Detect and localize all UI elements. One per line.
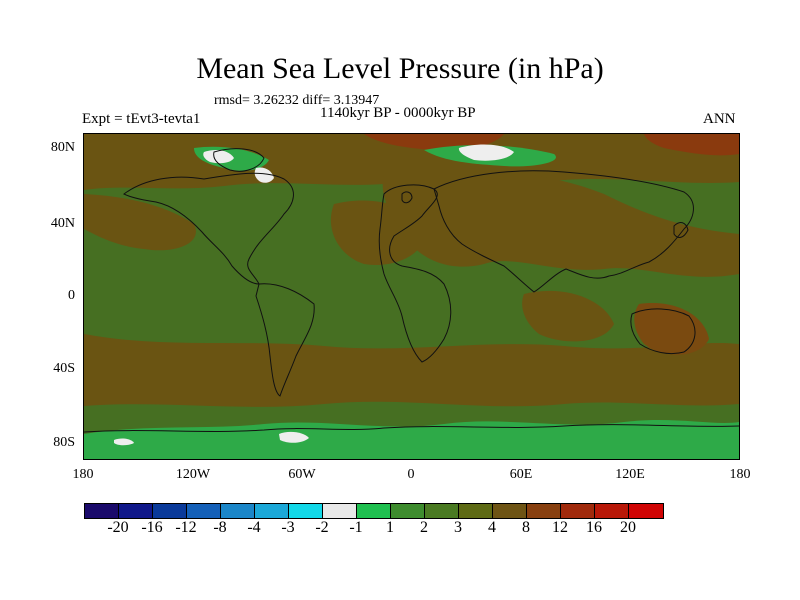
colorbar-swatch (85, 504, 119, 518)
arctic-red-patch-east (644, 134, 739, 156)
indian-ocean-high (522, 290, 614, 342)
canada-ice (203, 150, 234, 164)
south-ocean-band (84, 334, 739, 407)
antarctic-ice (279, 431, 309, 443)
colorbar-swatch (459, 504, 493, 518)
stats-text: rmsd= 3.26232 diff= 3.13947 (214, 93, 380, 108)
lat-label-0: 0 (68, 288, 75, 303)
colorbar-swatch (119, 504, 153, 518)
experiment-label: Expt = tEvt3-tevta1 (82, 111, 201, 127)
lon-label-120w: 120W (175, 467, 211, 482)
colorbar-label: 12 (552, 519, 568, 536)
colorbar-label: -8 (213, 519, 227, 536)
colorbar-label: -20 (107, 519, 129, 536)
colorbar-label: -3 (281, 519, 295, 536)
asia-coast (433, 170, 694, 293)
antarctic-ice-west (114, 438, 134, 446)
colorbar-label: 1 (386, 519, 394, 536)
period-subtitle: 1140kyr BP - 0000kyr BP (320, 105, 476, 121)
europe-africa-coast (378, 184, 452, 363)
colorbar-label: 4 (488, 519, 496, 536)
arctic-high-band (84, 134, 739, 190)
colorbar-swatch (289, 504, 323, 518)
lat-label-40s: 40S (53, 361, 75, 376)
north-pacific-high (84, 194, 196, 251)
coastlines (84, 148, 739, 433)
colorbar-swatch (493, 504, 527, 518)
colorbar (84, 503, 664, 519)
japan-coast (673, 222, 689, 238)
colorbar-label: -4 (247, 519, 261, 536)
colorbar-label: 3 (454, 519, 462, 536)
colorbar-swatch (323, 504, 357, 518)
colorbar-swatch (187, 504, 221, 518)
scandinavia-ice (458, 144, 514, 161)
antarctica-coast (84, 424, 739, 433)
colorbar-swatch (391, 504, 425, 518)
colorbar-swatch (561, 504, 595, 518)
lat-label-80s: 80S (53, 435, 75, 450)
north-america-coast (123, 172, 294, 285)
colorbar-swatch (357, 504, 391, 518)
lon-label-60e: 60E (509, 467, 533, 482)
lat-label-80n: 80N (50, 140, 75, 155)
colorbar-label: -2 (315, 519, 329, 536)
greenland-coast (213, 148, 265, 172)
colorbar-label: -12 (175, 519, 197, 536)
pressure-map-svg (84, 134, 739, 459)
colorbar-swatch (425, 504, 459, 518)
colorbar-swatch (255, 504, 289, 518)
colorbar-label: -1 (349, 519, 363, 536)
colorbar-label: -16 (141, 519, 163, 536)
colorbar-label: 20 (620, 519, 636, 536)
colorbar-swatch (153, 504, 187, 518)
colorbar-swatch (595, 504, 629, 518)
colorbar-label: 8 (522, 519, 530, 536)
south-america-coast (255, 283, 315, 397)
antarctic-green (84, 420, 739, 459)
season-label: ANN (703, 111, 736, 127)
lon-label-60w: 60W (288, 467, 316, 482)
hudson-ice (254, 167, 274, 183)
lon-label-0: 0 (407, 467, 415, 482)
uk-coast (401, 191, 413, 204)
lon-label-120e: 120E (615, 467, 645, 482)
colorbar-label: 2 (420, 519, 428, 536)
colorbar-label: 16 (586, 519, 602, 536)
pressure-map (83, 133, 740, 460)
australia-high (634, 303, 709, 355)
lon-label-180e: 180 (729, 467, 751, 482)
lon-label-180w: 180 (72, 467, 94, 482)
australia-coast (630, 308, 696, 355)
lat-label-40n: 40N (50, 216, 75, 231)
colorbar-swatch (221, 504, 255, 518)
colorbar-swatch (527, 504, 561, 518)
colorbar-swatch (629, 504, 663, 518)
map-title: Mean Sea Level Pressure (in hPa) (196, 52, 604, 85)
